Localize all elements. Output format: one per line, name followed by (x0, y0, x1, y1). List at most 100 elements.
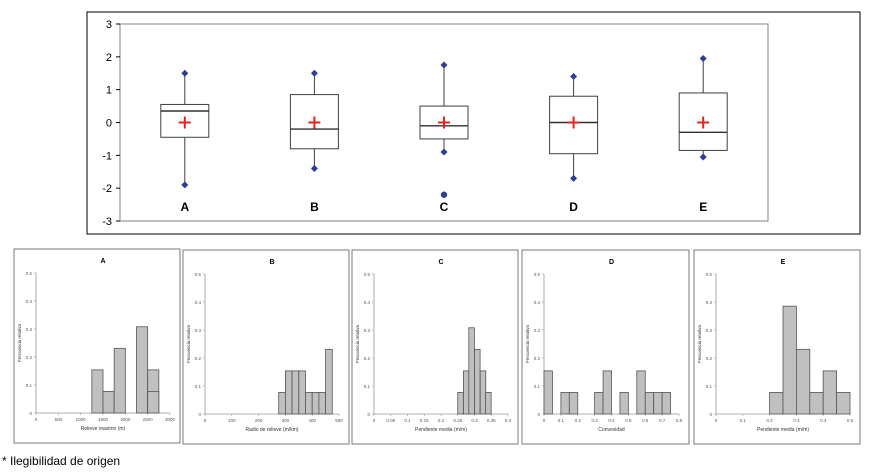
min-marker (310, 164, 318, 172)
x-tick-label: 1000 (76, 417, 87, 422)
histogram-bar (113, 347, 126, 414)
x-tick-label: 0.1 (558, 418, 565, 423)
y-tick-label: 0.3 (534, 328, 541, 333)
histogram-bar (291, 370, 300, 415)
x-tick-label: 0.15 (420, 418, 429, 423)
histogram-bar (636, 370, 646, 415)
histogram-panel: C 0 0.1 0.2 0.3 0.4 0.5 0 0.05 0.1 0.15 0.2 0.25 0.3 0… (351, 249, 519, 445)
x-tick-label: 0 (373, 418, 376, 423)
histogram-panels: A00.10.20.30.40.50 500 1000 1500 2000 2500 300… (13, 248, 861, 445)
y-tick-label: 0.2 (195, 356, 202, 361)
histogram-bar (284, 370, 293, 415)
x-tick-label: 500 (55, 417, 63, 422)
histogram-bar (796, 348, 811, 415)
histogram-frame (13, 248, 181, 444)
x-tick-label: 1500 (98, 417, 109, 422)
y-tick-label: -1 (102, 150, 112, 162)
y-tick-label: 0.4 (706, 300, 713, 305)
y-tick-label: 0.4 (26, 299, 33, 304)
y-tick-label: 0.1 (706, 384, 713, 389)
outlier-point (440, 191, 448, 198)
y-tick-label: 0.3 (26, 327, 33, 332)
mean-marker (697, 116, 710, 129)
min-marker (699, 153, 707, 161)
y-axis-label: Frecuencia relativa (17, 324, 22, 363)
y-tick-label: 0.2 (706, 356, 713, 361)
y-tick-label: 0.1 (195, 384, 202, 389)
mean-marker (438, 116, 450, 129)
category-label: D (569, 200, 578, 214)
y-tick-label: 0.4 (364, 300, 371, 305)
x-tick-label: 0.2 (575, 418, 582, 423)
histogram-bar (644, 392, 655, 415)
y-tick-label: 0 (106, 118, 112, 130)
x-tick-label: 0.5 (625, 418, 632, 423)
histogram-bar (769, 392, 784, 415)
x-tick-label: 0 (543, 418, 546, 423)
y-tick-label: 0.2 (534, 356, 541, 361)
histogram-bar (661, 392, 671, 415)
histogram-bar (568, 392, 579, 415)
max-marker (440, 61, 448, 69)
histogram-frame (693, 249, 861, 445)
y-tick-label: 3 (106, 19, 112, 31)
y-tick-label: 0.5 (26, 271, 33, 276)
x-tick-label: 0.3 (793, 418, 800, 423)
y-tick-label: 0 (29, 411, 32, 416)
x-tick-label: 200 (255, 418, 263, 423)
source-note: * Ilegibilidad de origen (2, 454, 121, 468)
histogram-bar (298, 370, 306, 415)
iqr-box (419, 105, 469, 140)
x-tick-label: 0 (715, 418, 718, 423)
histogram-bar (457, 392, 464, 415)
category-label: C (440, 200, 449, 214)
histogram-bar (836, 392, 851, 415)
x-axis-label: Pendiente media (m/m) (757, 427, 809, 433)
histogram-frame (521, 249, 690, 445)
y-tick-label: 0.1 (26, 383, 33, 388)
y-tick-label: 0.4 (195, 300, 202, 305)
histogram-bar (305, 392, 313, 415)
max-marker (570, 73, 578, 81)
y-tick-label: 0.1 (364, 384, 371, 389)
x-tick-label: 0.4 (505, 418, 512, 423)
x-tick-label: 0.1 (740, 418, 747, 423)
min-marker (570, 174, 578, 182)
histogram-bar (91, 369, 104, 414)
x-tick-label: 500 (335, 418, 343, 423)
y-tick-label: -2 (102, 183, 112, 195)
x-axis-label: Convexidad (598, 427, 625, 433)
y-tick-label: 0 (537, 412, 540, 417)
y-tick-label: -3 (102, 216, 112, 228)
histogram-bar (619, 392, 629, 415)
histogram-frame (182, 249, 350, 445)
x-axis-label: Relieve maximo (m) (81, 426, 126, 432)
y-tick-label: 0 (709, 412, 712, 417)
histogram-bar (318, 392, 326, 415)
histogram-bar (602, 370, 612, 415)
histogram-panel: D 0 0.1 0.2 0.3 0.4 0.5 0 0.1 0.2 0.3 0.4 0.5 0.6 0.7 0… (521, 249, 690, 445)
x-tick-label: 3000 (165, 417, 176, 422)
y-tick-label: 1 (106, 85, 112, 97)
x-tick-label: 0.35 (487, 418, 496, 423)
x-tick-label: 0 (35, 417, 38, 422)
histogram-bar (278, 392, 286, 415)
histogram-bar (594, 392, 604, 415)
histogram-panel: E 0 0.1 0.2 0.3 0.4 0.5 0 0.1 0.2 0.3 0.4 0.5 Pendien… (693, 249, 861, 445)
iqr-box (289, 94, 339, 150)
x-tick-label: 0.1 (404, 418, 411, 423)
y-tick-label: 0.3 (195, 328, 202, 333)
y-axis-label: Frecuencia relativa (525, 325, 530, 364)
histogram-bar (485, 392, 492, 415)
histogram-bar (463, 370, 470, 415)
histogram-title: A (100, 258, 105, 265)
x-tick-label: 0.05 (386, 418, 395, 423)
y-tick-label: 0.5 (195, 272, 202, 277)
histogram-bar (147, 391, 160, 414)
x-tick-label: 2500 (143, 417, 154, 422)
x-tick-label: 0.5 (847, 418, 854, 423)
mean-marker (178, 116, 191, 129)
x-tick-label: 100 (228, 418, 236, 423)
histogram-title: D (609, 259, 614, 266)
y-tick-label: 0.3 (706, 328, 713, 333)
